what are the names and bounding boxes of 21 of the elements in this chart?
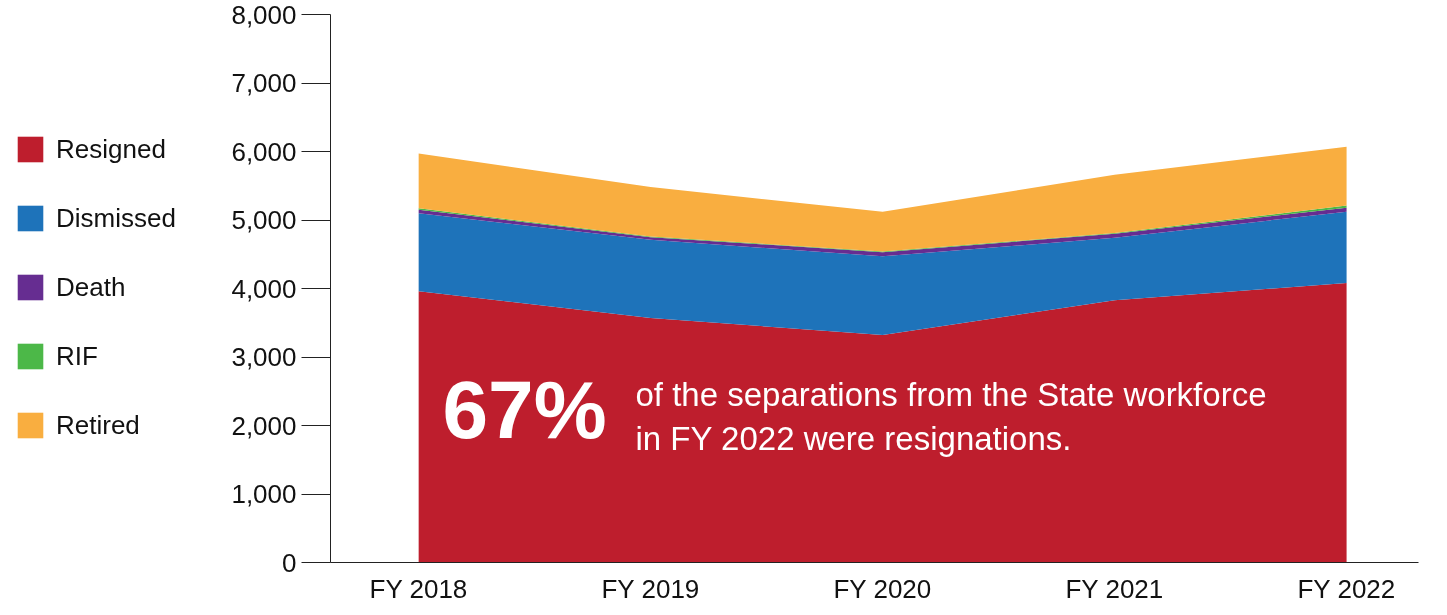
legend-label: Dismissed bbox=[56, 202, 176, 234]
y-tick-label: 1,000 bbox=[231, 479, 297, 509]
x-tick-label: FY 2019 bbox=[601, 573, 700, 604]
y-tick-label: 2,000 bbox=[231, 410, 297, 441]
annotation: 67% bbox=[442, 363, 607, 455]
x-tick-label: FY 2020 bbox=[833, 573, 932, 604]
legend-label: Death bbox=[56, 271, 126, 303]
y-tick-label: 8,000 bbox=[231, 0, 297, 30]
y-tick-label: 7,000 bbox=[231, 68, 297, 98]
legend-label: Resigned bbox=[56, 133, 166, 165]
x-tick-label: FY 2022 bbox=[1297, 573, 1396, 604]
y-tick-label: 0 bbox=[282, 547, 297, 578]
annotation: of the separations from the State workforce in FY 2022 were resignations. bbox=[635, 375, 1267, 457]
y-tick-label: 4,000 bbox=[231, 273, 297, 304]
legend-label: RIF bbox=[56, 340, 98, 372]
y-tick-label: 5,000 bbox=[231, 205, 297, 235]
y-tick-label: 6,000 bbox=[231, 136, 297, 167]
legend-label: Retired bbox=[56, 409, 140, 441]
y-tick-label: 3,000 bbox=[231, 342, 297, 372]
x-tick-label: FY 2021 bbox=[1065, 573, 1164, 604]
x-tick-label: FY 2018 bbox=[369, 573, 468, 604]
